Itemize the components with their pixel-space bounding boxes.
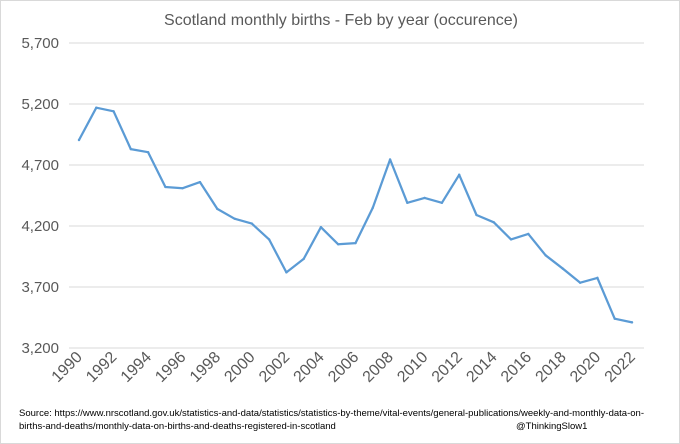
- data-point: [319, 226, 323, 229]
- y-axis-ticks: 3,200 3,700 4,200 4,700 5,200 5,700: [21, 35, 59, 357]
- y-tick-label: 3,200: [21, 340, 59, 357]
- data-point: [354, 241, 357, 245]
- data-point: [181, 186, 184, 190]
- data-point: [337, 243, 340, 246]
- series-layer: [77, 106, 634, 324]
- x-tick-label: 1992: [83, 349, 120, 386]
- data-point: [561, 267, 565, 270]
- x-axis-ticks: 1990199219941996199820002002200420062008…: [49, 349, 639, 386]
- data-point: [509, 238, 513, 241]
- source-note: Source: https://www.nrscotland.gov.uk/st…: [19, 408, 644, 432]
- y-tick-label: 4,700: [21, 157, 59, 174]
- data-point: [129, 147, 133, 151]
- data-point: [302, 257, 305, 261]
- data-point: [544, 254, 547, 257]
- x-tick-label: 2008: [360, 349, 397, 386]
- data-point: [95, 106, 98, 109]
- data-point: [233, 217, 236, 220]
- data-point: [112, 110, 115, 113]
- x-tick-label: 2022: [602, 349, 639, 386]
- data-point: [388, 158, 392, 161]
- data-point: [527, 232, 530, 236]
- data-point: [440, 201, 444, 205]
- x-tick-label: 2004: [291, 349, 328, 386]
- data-point: [146, 150, 150, 154]
- x-tick-label: 2006: [325, 349, 362, 386]
- chart-title: Scotland monthly births - Feb by year (o…: [164, 12, 518, 29]
- x-tick-label: 1998: [187, 349, 224, 386]
- series-line: [77, 106, 634, 324]
- y-tick-label: 4,200: [21, 218, 59, 235]
- data-point: [267, 238, 271, 241]
- data-point: [596, 276, 599, 280]
- gridlines: [69, 42, 644, 349]
- data-point: [371, 206, 374, 209]
- x-tick-label: 2016: [498, 349, 535, 386]
- x-tick-label: 1994: [118, 349, 155, 386]
- data-point: [198, 180, 202, 184]
- y-tick-label: 5,200: [21, 96, 59, 113]
- author-credit: @ThinkingSlow1: [516, 421, 588, 432]
- line-chart: Scotland monthly births - Feb by year (o…: [21, 12, 644, 386]
- data-point: [423, 196, 426, 200]
- x-tick-label: 2018: [533, 349, 570, 386]
- x-tick-label: 2000: [221, 349, 258, 386]
- x-tick-label: 2012: [429, 349, 466, 386]
- data-point: [216, 207, 219, 211]
- y-tick-label: 5,700: [21, 35, 59, 52]
- data-point: [406, 201, 409, 205]
- data-point: [492, 221, 495, 224]
- x-tick-label: 2020: [567, 349, 604, 386]
- y-tick-label: 3,700: [21, 279, 59, 296]
- data-point: [250, 222, 254, 225]
- x-tick-label: 2014: [463, 349, 500, 386]
- data-point: [578, 281, 582, 284]
- data-point: [475, 213, 478, 217]
- x-tick-label: 2002: [256, 349, 293, 386]
- x-tick-label: 1996: [152, 349, 189, 386]
- data-point: [457, 173, 461, 176]
- data-point: [77, 138, 81, 142]
- data-point: [613, 317, 616, 320]
- x-tick-label: 2010: [394, 349, 431, 386]
- data-point: [630, 321, 634, 324]
- data-point: [164, 185, 167, 189]
- data-point: [285, 271, 288, 274]
